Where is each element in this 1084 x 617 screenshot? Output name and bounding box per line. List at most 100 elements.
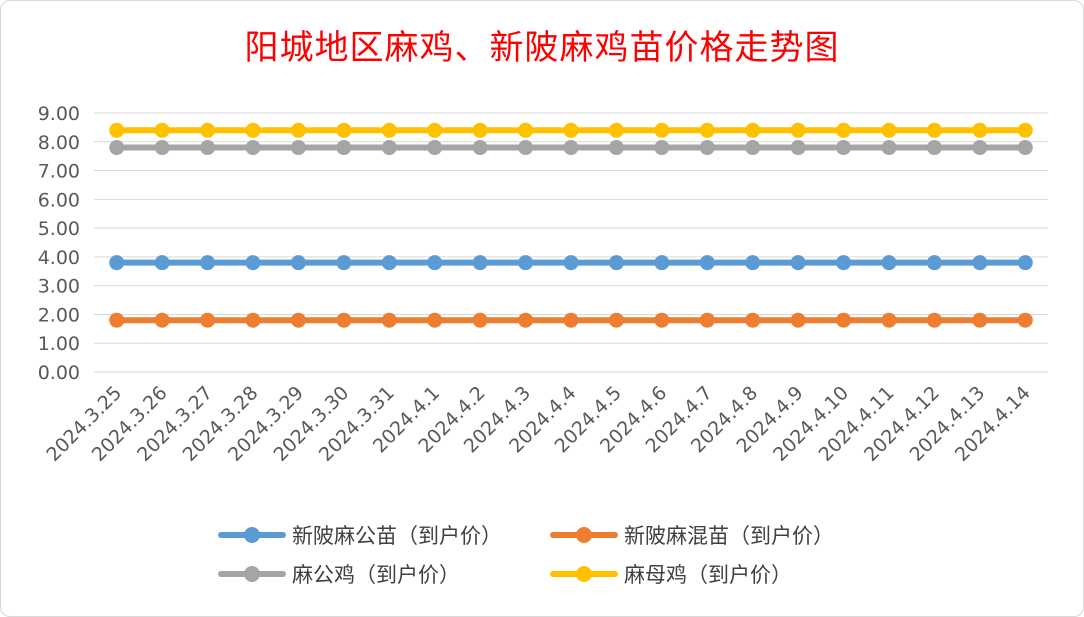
chart-title: 阳城地区麻鸡、新陂麻鸡苗价格走势图 [244, 28, 840, 68]
legend-label-series-0: 新陂麻公苗（到户价） [292, 524, 502, 548]
data-point-series-1 [472, 312, 488, 328]
data-point-series-2 [472, 140, 488, 156]
data-point-series-3 [472, 122, 488, 138]
data-point-series-3 [608, 122, 624, 138]
legend-label-series-2: 麻公鸡（到户价） [292, 563, 460, 587]
y-tick-label: 4.00 [38, 247, 80, 269]
data-point-series-3 [336, 122, 352, 138]
data-point-series-0 [563, 255, 579, 271]
data-point-series-2 [836, 140, 852, 156]
data-point-series-2 [972, 140, 988, 156]
data-point-series-1 [836, 312, 852, 328]
data-point-series-3 [563, 122, 579, 138]
data-point-series-3 [518, 122, 534, 138]
data-point-series-3 [1017, 122, 1033, 138]
data-point-series-1 [200, 312, 216, 328]
data-point-series-1 [790, 312, 806, 328]
data-point-series-2 [790, 140, 806, 156]
legend-label-series-1: 新陂麻混苗（到户价） [624, 524, 834, 548]
data-point-series-1 [926, 312, 942, 328]
y-tick-label: 9.00 [38, 103, 80, 125]
data-point-series-2 [336, 140, 352, 156]
data-point-series-1 [1017, 312, 1033, 328]
legend-item-series-3: 麻母鸡（到户价） [550, 559, 792, 589]
data-point-series-0 [608, 255, 624, 271]
y-tick-label: 1.00 [38, 333, 80, 355]
y-tick-label: 3.00 [38, 276, 80, 298]
data-point-series-2 [563, 140, 579, 156]
data-point-series-0 [518, 255, 534, 271]
legend-label-series-3: 麻母鸡（到户价） [624, 563, 792, 587]
y-tick-label: 2.00 [38, 304, 80, 326]
legend-item-series-0: 新陂麻公苗（到户价） [218, 520, 502, 550]
y-tick-label: 8.00 [38, 132, 80, 154]
legend-item-series-1: 新陂麻混苗（到户价） [550, 520, 834, 550]
data-point-series-2 [109, 140, 125, 156]
data-point-series-2 [926, 140, 942, 156]
data-point-series-1 [518, 312, 534, 328]
data-point-series-0 [245, 255, 261, 271]
data-point-series-1 [608, 312, 624, 328]
data-point-series-0 [109, 255, 125, 271]
data-point-series-1 [427, 312, 443, 328]
data-point-series-2 [200, 140, 216, 156]
legend-item-series-2: 麻公鸡（到户价） [218, 559, 460, 589]
data-point-series-1 [881, 312, 897, 328]
data-point-series-2 [654, 140, 670, 156]
data-point-series-1 [154, 312, 170, 328]
data-point-series-1 [654, 312, 670, 328]
data-point-series-0 [745, 255, 761, 271]
data-point-series-3 [245, 122, 261, 138]
legend-marker-series-0 [218, 525, 286, 545]
data-point-series-1 [563, 312, 579, 328]
data-point-series-1 [745, 312, 761, 328]
data-point-series-0 [926, 255, 942, 271]
data-point-series-0 [654, 255, 670, 271]
data-point-series-0 [881, 255, 897, 271]
data-point-series-2 [427, 140, 443, 156]
data-point-series-0 [336, 255, 352, 271]
data-point-series-2 [745, 140, 761, 156]
data-point-series-0 [427, 255, 443, 271]
y-tick-label: 7.00 [38, 161, 80, 183]
y-tick-label: 5.00 [38, 218, 80, 240]
data-point-series-0 [200, 255, 216, 271]
data-point-series-1 [290, 312, 306, 328]
data-point-series-0 [381, 255, 397, 271]
data-point-series-1 [972, 312, 988, 328]
data-point-series-2 [154, 140, 170, 156]
y-tick-label: 0.00 [38, 362, 80, 384]
data-point-series-2 [290, 140, 306, 156]
data-point-series-2 [699, 140, 715, 156]
data-point-series-1 [381, 312, 397, 328]
data-point-series-3 [427, 122, 443, 138]
data-point-series-1 [245, 312, 261, 328]
data-point-series-0 [836, 255, 852, 271]
data-point-series-3 [881, 122, 897, 138]
data-point-series-0 [972, 255, 988, 271]
data-point-series-0 [790, 255, 806, 271]
data-point-series-2 [518, 140, 534, 156]
data-point-series-2 [1017, 140, 1033, 156]
data-point-series-3 [654, 122, 670, 138]
data-point-series-2 [245, 140, 261, 156]
data-point-series-3 [381, 122, 397, 138]
data-point-series-3 [109, 122, 125, 138]
data-point-series-0 [472, 255, 488, 271]
data-point-series-0 [1017, 255, 1033, 271]
data-point-series-2 [608, 140, 624, 156]
data-point-series-3 [790, 122, 806, 138]
data-point-series-1 [699, 312, 715, 328]
data-point-series-0 [290, 255, 306, 271]
data-point-series-2 [381, 140, 397, 156]
data-point-series-3 [154, 122, 170, 138]
legend-marker-series-2 [218, 564, 286, 584]
data-point-series-3 [699, 122, 715, 138]
data-point-series-3 [836, 122, 852, 138]
legend-marker-series-3 [550, 564, 618, 584]
data-point-series-0 [699, 255, 715, 271]
data-point-series-1 [336, 312, 352, 328]
data-point-series-3 [200, 122, 216, 138]
